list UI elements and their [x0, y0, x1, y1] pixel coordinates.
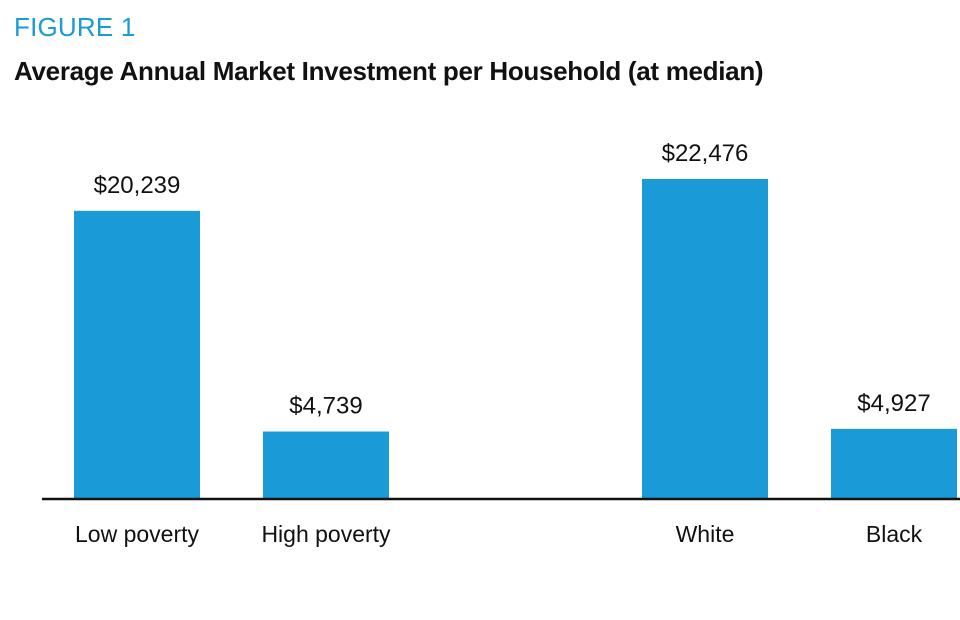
chart-title: Average Annual Market Investment per Hou… [14, 56, 764, 86]
bar-low-poverty [74, 210, 200, 499]
value-label-black: $4,927 [857, 390, 930, 417]
figure-label: FIGURE 1 [14, 12, 136, 42]
bar-high-poverty [263, 431, 389, 499]
category-label-low-poverty: Low poverty [75, 521, 200, 547]
category-label-white: White [676, 521, 735, 547]
value-label-white: $22,476 [662, 140, 749, 167]
value-label-high-poverty: $4,739 [289, 393, 362, 420]
bar-white [642, 179, 768, 499]
bar-black [831, 428, 957, 499]
value-label-low-poverty: $20,239 [94, 172, 181, 199]
category-label-black: Black [866, 521, 923, 547]
category-label-high-poverty: High poverty [261, 521, 391, 547]
